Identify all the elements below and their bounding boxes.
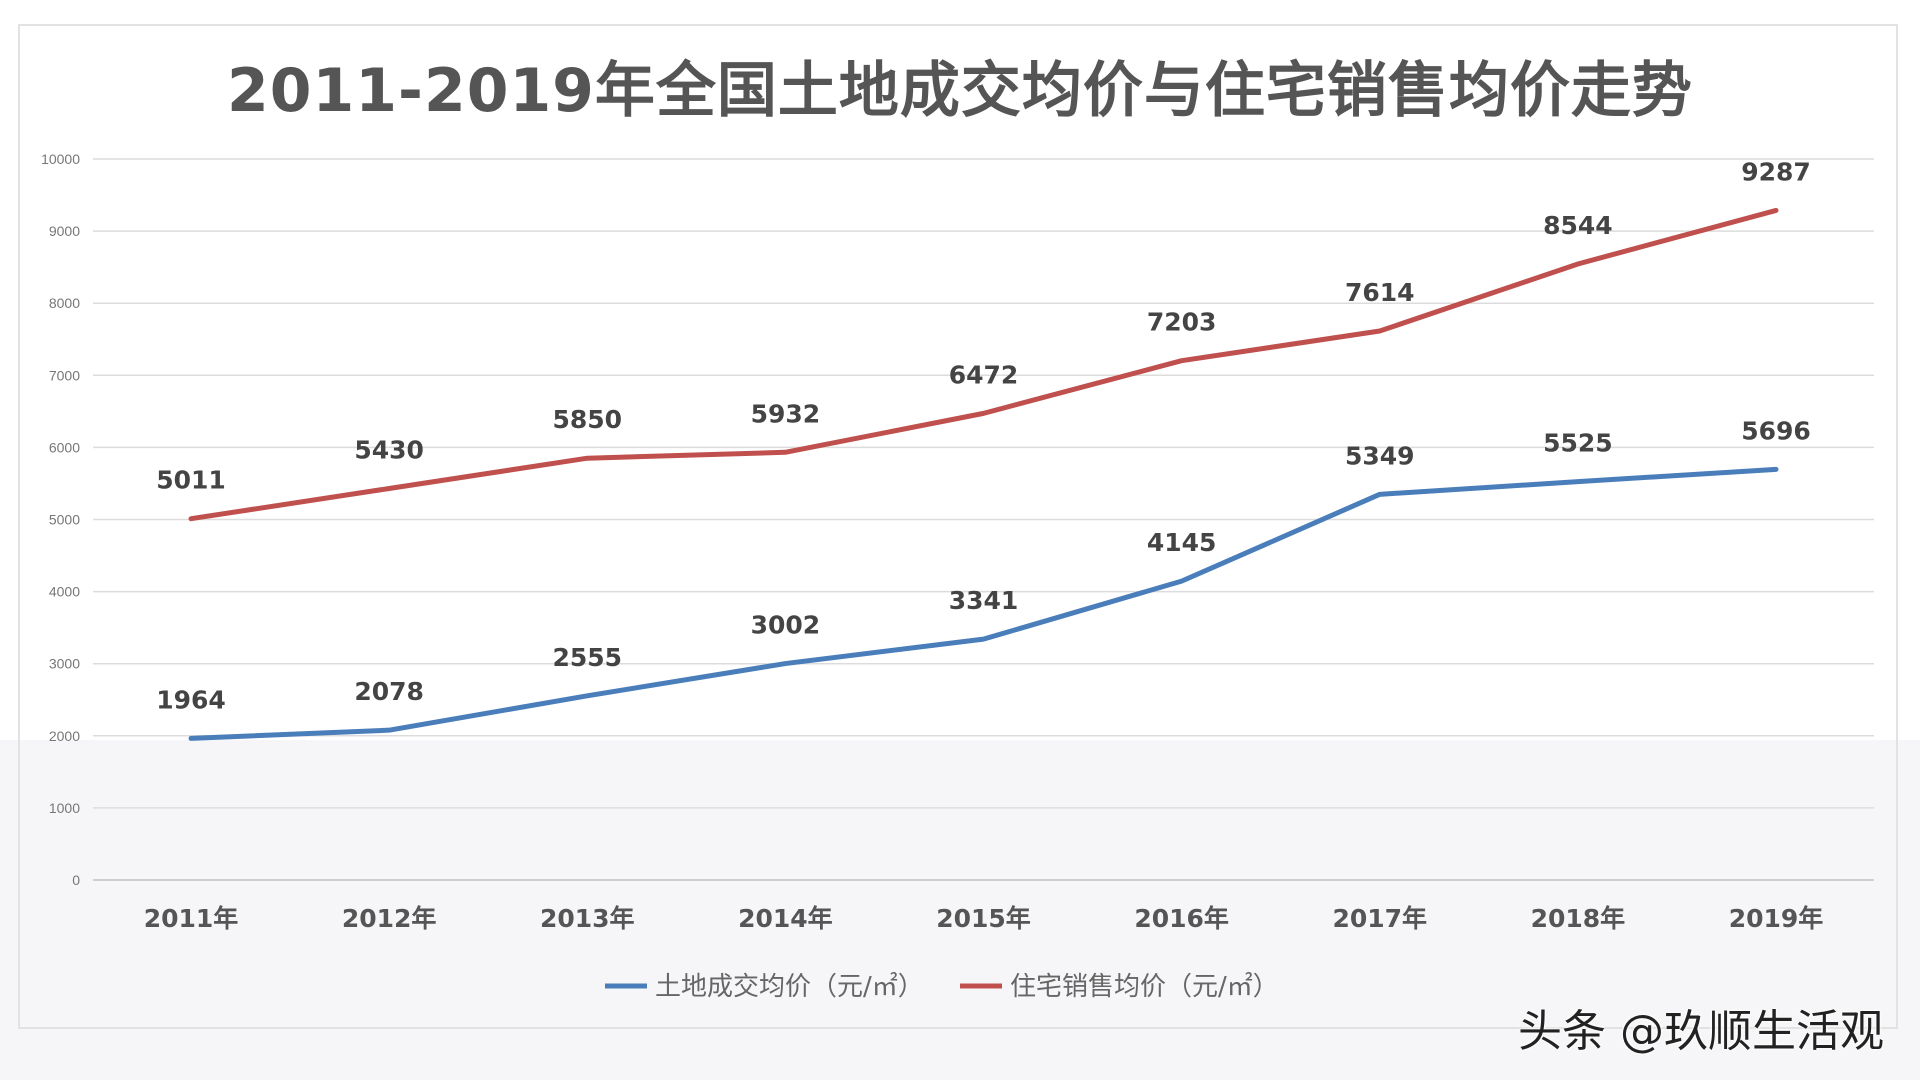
legend-label-2: 住宅销售均价（元/㎡） xyxy=(1010,972,1279,1002)
x-tick-label: 2018年 xyxy=(1531,904,1626,933)
y-tick-label: 5000 xyxy=(49,512,80,528)
x-tick-label: 2012年 xyxy=(342,904,437,933)
y-tick-label: 6000 xyxy=(49,439,80,455)
data-label: 5932 xyxy=(751,399,821,428)
data-label: 5696 xyxy=(1741,416,1811,445)
data-label: 4145 xyxy=(1147,528,1217,557)
legend-label-1: 土地成交均价（元/㎡） xyxy=(655,972,924,1002)
data-label: 6472 xyxy=(949,360,1019,389)
data-label: 3002 xyxy=(751,611,821,640)
x-tick-label: 2016年 xyxy=(1134,904,1229,933)
data-label: 1964 xyxy=(156,685,226,714)
data-label: 5850 xyxy=(552,405,622,434)
x-tick-label: 2019年 xyxy=(1729,904,1824,933)
data-label: 3341 xyxy=(949,586,1019,615)
x-tick-label: 2014年 xyxy=(738,904,833,933)
data-label: 2555 xyxy=(552,643,622,672)
x-tick-label: 2011年 xyxy=(144,904,239,933)
data-label: 5525 xyxy=(1543,429,1613,458)
y-tick-label: 0 xyxy=(72,872,80,888)
x-tick-label: 2013年 xyxy=(540,904,635,933)
x-tick-label: 2015年 xyxy=(936,904,1031,933)
data-label: 5349 xyxy=(1345,441,1415,470)
y-tick-label: 10000 xyxy=(41,151,80,167)
x-tick-label: 2017年 xyxy=(1332,904,1427,933)
data-label: 5011 xyxy=(156,466,226,495)
data-label: 7614 xyxy=(1345,278,1415,307)
y-tick-label: 9000 xyxy=(49,223,80,239)
y-tick-label: 8000 xyxy=(49,295,80,311)
chart-frame xyxy=(18,24,1898,1029)
y-tick-label: 3000 xyxy=(49,656,80,672)
y-tick-label: 7000 xyxy=(49,367,80,383)
data-label: 8544 xyxy=(1543,211,1613,240)
watermark: 头条 @玖顺生活观 xyxy=(1518,1006,1884,1057)
chart-title: 2011-2019年全国土地成交均价与住宅销售均价走势 xyxy=(227,56,1693,126)
data-label: 7203 xyxy=(1147,308,1217,337)
data-label: 5430 xyxy=(354,435,424,464)
y-tick-label: 1000 xyxy=(49,800,80,816)
series-line-2 xyxy=(188,207,1779,522)
background-shape xyxy=(0,740,1920,1080)
data-label: 9287 xyxy=(1741,157,1811,186)
data-label: 2078 xyxy=(354,677,424,706)
series-line-1 xyxy=(188,466,1779,741)
y-tick-label: 2000 xyxy=(49,728,80,744)
y-tick-label: 4000 xyxy=(49,584,80,600)
